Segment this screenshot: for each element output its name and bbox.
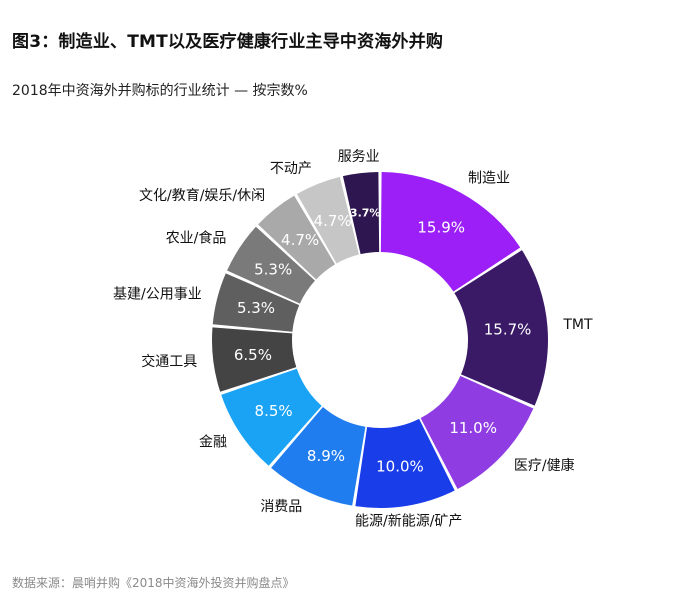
slice-value-label: 8.5% [255, 402, 293, 420]
slice-category-label: 医疗/健康 [514, 457, 575, 474]
chart-subtitle: 2018年中资海外并购标的行业统计 — 按宗数% [12, 83, 308, 99]
slice-category-label: 不动产 [270, 161, 312, 177]
slice-category-label: TMT [562, 317, 593, 333]
donut-slice-8 [212, 273, 300, 332]
slice-value-label: 15.7% [484, 321, 532, 339]
slice-category-label: 基建/公用事业 [113, 285, 202, 302]
slice-value-label: 6.5% [234, 346, 272, 364]
slice-category-label: 服务业 [338, 149, 380, 165]
donut-slice-11 [296, 176, 359, 264]
donut-slice-4 [355, 418, 455, 508]
donut-slice-9 [227, 226, 315, 304]
slice-category-label: 制造业 [468, 170, 510, 186]
slice-value-label: 4.7% [314, 212, 352, 230]
donut-slice-12 [342, 172, 380, 255]
slice-category-label: 金融 [199, 434, 227, 450]
donut-slice-7 [211, 327, 297, 392]
figure-title: 图3：制造业、TMT以及医疗健康行业主导中资海外并购 [12, 32, 444, 52]
slice-category-label: 农业/食品 [166, 230, 227, 247]
donut-slice-3 [420, 375, 534, 490]
slice-category-label: 消费品 [260, 499, 302, 515]
donut-slice-1 [380, 172, 521, 292]
slice-value-label: 15.9% [417, 219, 465, 237]
donut-slice-6 [221, 368, 322, 466]
slice-value-label: 11.0% [449, 419, 497, 437]
slice-category-label: 能源/新能源/矿产 [355, 514, 462, 530]
slice-value-label: 5.3% [254, 261, 292, 279]
slice-value-label: 3.7% [350, 206, 381, 219]
slice-value-label: 5.3% [237, 299, 275, 317]
donut-slice-10 [258, 195, 336, 280]
slice-category-label: 文化/教育/娱乐/休闲 [139, 188, 265, 204]
slice-value-label: 8.9% [307, 447, 345, 465]
slice-category-label: 交通工具 [141, 353, 197, 370]
slice-value-label: 4.7% [281, 231, 319, 249]
donut-chart: 15.9% 制造业 15.7% TMT 11.0% 医疗/健康 10.0% 能源/新能源/矿产… [113, 149, 593, 530]
slice-value-label: 10.0% [376, 457, 424, 475]
donut-slice-2 [454, 250, 549, 406]
donut-slice-5 [271, 407, 366, 506]
source-note: 数据来源：晨哨并购《2018中资海外投资并购盘点》 [12, 576, 295, 590]
